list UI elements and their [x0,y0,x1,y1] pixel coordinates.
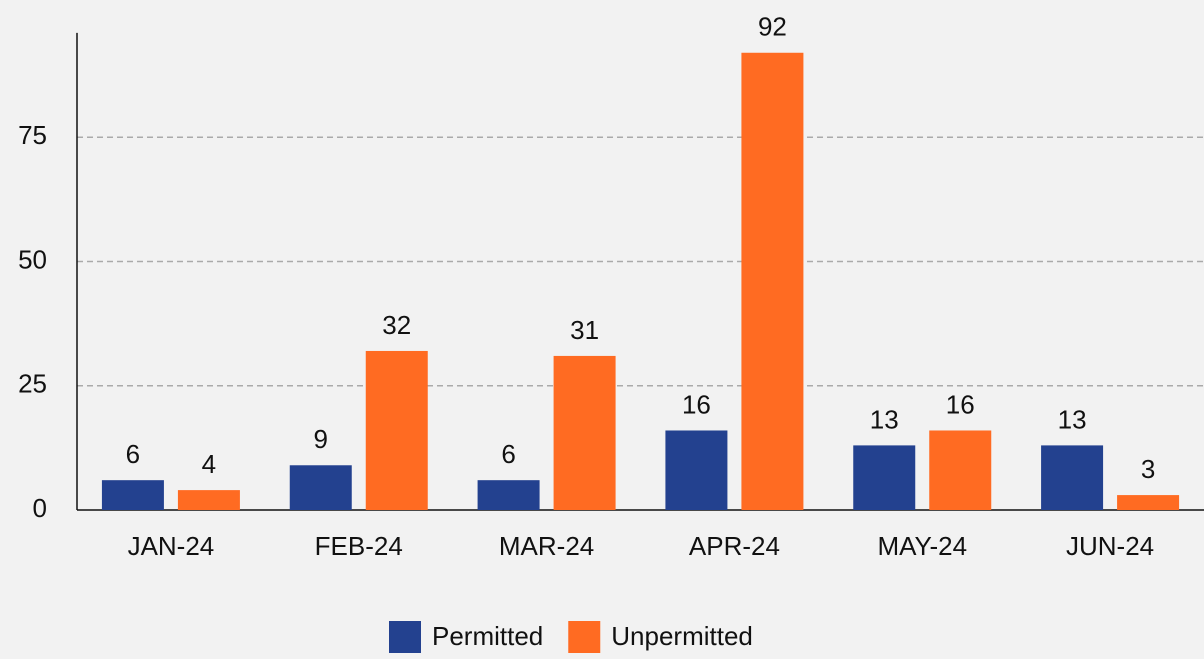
y-tick-label: 75 [18,120,47,150]
legend-label: Permitted [432,621,543,651]
bar [477,480,540,510]
legend-swatch [568,621,601,653]
bar [929,430,992,510]
value-label: 16 [682,389,711,419]
value-label: 9 [314,424,328,454]
bar [1041,445,1104,510]
value-label: 13 [870,404,899,434]
y-tick-label: 50 [18,244,47,274]
value-label: 31 [570,315,599,345]
value-label: 92 [758,12,787,42]
value-label: 13 [1058,404,1087,434]
bar [741,52,804,510]
bar [665,430,728,510]
value-label: 3 [1141,454,1155,484]
value-label: 6 [126,439,140,469]
bar [101,480,164,510]
bar [365,350,428,510]
x-tick-label: FEB-24 [315,531,403,561]
x-tick-label: APR-24 [689,531,780,561]
y-tick-label: 0 [33,493,47,523]
value-label: 32 [382,310,411,340]
y-tick-label: 25 [18,369,47,399]
bar [553,355,616,510]
legend-label: Unpermitted [611,621,753,651]
x-tick-label: JUN-24 [1066,531,1154,561]
value-label: 4 [202,449,216,479]
bar [853,445,916,510]
bar [1117,495,1180,510]
value-label: 6 [501,439,515,469]
bar [177,490,240,510]
value-label: 16 [946,389,975,419]
x-tick-label: MAR-24 [499,531,594,561]
x-tick-label: JAN-24 [128,531,215,561]
x-tick-label: MAY-24 [877,531,967,561]
legend-swatch [389,621,421,653]
bar [289,465,352,510]
